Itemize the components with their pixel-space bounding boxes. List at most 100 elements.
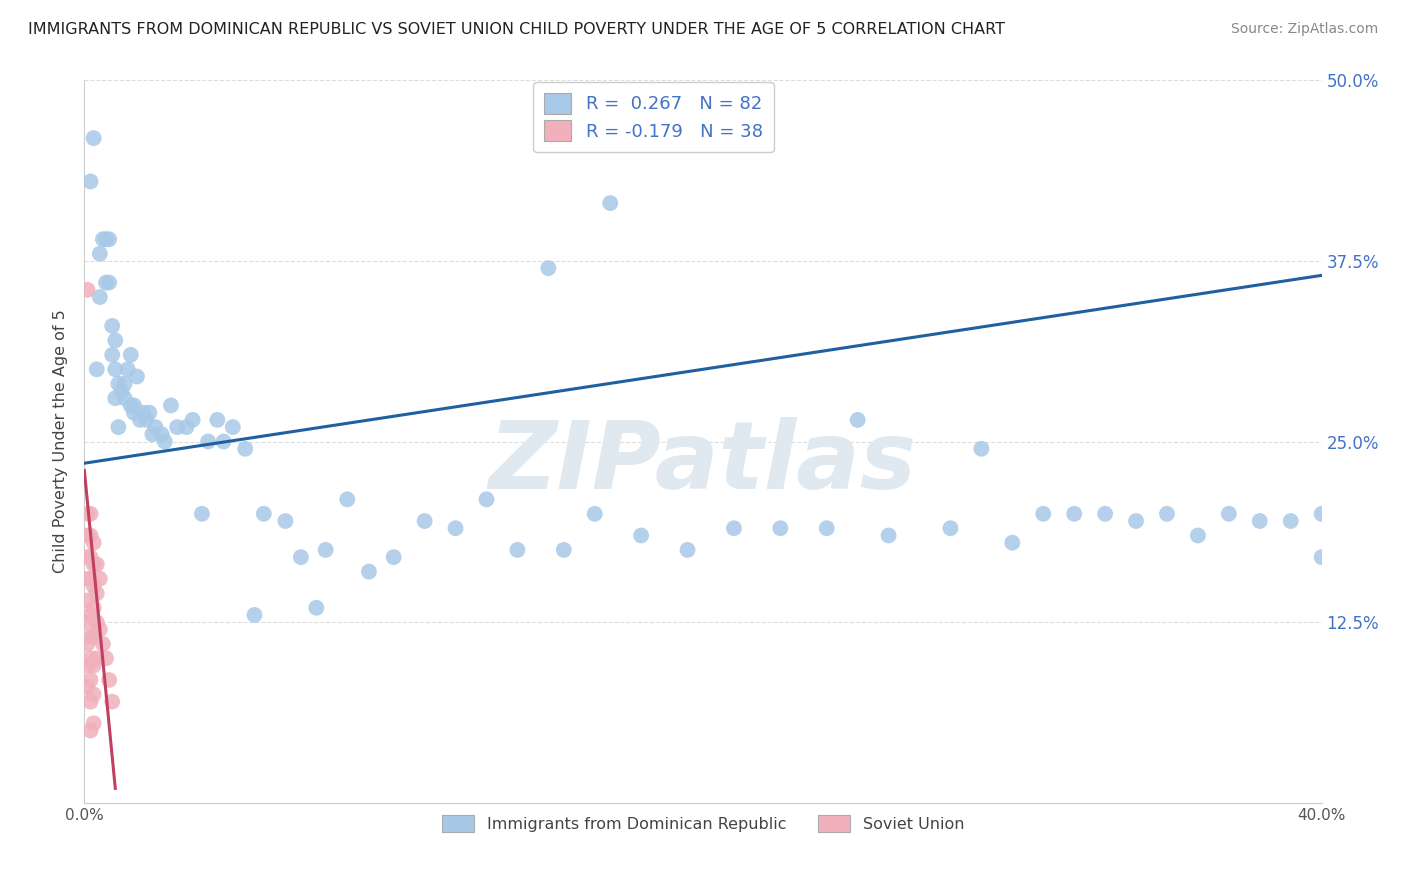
Point	[94, 232, 117, 246]
Point	[583, 507, 606, 521]
Point	[86, 651, 108, 665]
Point	[1001, 535, 1024, 549]
Y-axis label: Child Poverty Under the Age of 5: Child Poverty Under the Age of 5	[53, 310, 69, 574]
Point	[104, 334, 127, 348]
Point	[89, 290, 111, 304]
Point	[357, 565, 380, 579]
Point	[176, 420, 198, 434]
Point	[1310, 550, 1333, 565]
Point	[76, 283, 98, 297]
Point	[79, 507, 101, 521]
Point	[79, 695, 101, 709]
Point	[336, 492, 359, 507]
Point	[83, 535, 105, 549]
Legend: Immigrants from Dominican Republic, Soviet Union: Immigrants from Dominican Republic, Sovi…	[436, 809, 970, 838]
Point	[76, 550, 98, 565]
Point	[76, 507, 98, 521]
Point	[76, 528, 98, 542]
Point	[79, 607, 101, 622]
Point	[125, 369, 148, 384]
Point	[89, 623, 111, 637]
Point	[599, 196, 621, 211]
Point	[233, 442, 256, 456]
Point	[107, 376, 129, 391]
Point	[1125, 514, 1147, 528]
Point	[138, 406, 160, 420]
Point	[79, 630, 101, 644]
Text: IMMIGRANTS FROM DOMINICAN REPUBLIC VS SOVIET UNION CHILD POVERTY UNDER THE AGE O: IMMIGRANTS FROM DOMINICAN REPUBLIC VS SO…	[28, 22, 1005, 37]
Point	[86, 362, 108, 376]
Point	[506, 542, 529, 557]
Point	[222, 420, 245, 434]
Point	[253, 507, 276, 521]
Point	[290, 550, 312, 565]
Point	[166, 420, 188, 434]
Point	[76, 572, 98, 586]
Point	[145, 420, 167, 434]
Point	[475, 492, 498, 507]
Point	[86, 615, 108, 630]
Point	[129, 413, 152, 427]
Point	[846, 413, 869, 427]
Point	[104, 362, 127, 376]
Point	[101, 318, 124, 333]
Point	[83, 131, 105, 145]
Point	[122, 398, 145, 412]
Point	[83, 716, 105, 731]
Point	[76, 593, 98, 607]
Point	[83, 687, 105, 701]
Point	[939, 521, 962, 535]
Point	[1187, 528, 1209, 542]
Point	[382, 550, 405, 565]
Text: Source: ZipAtlas.com: Source: ZipAtlas.com	[1230, 22, 1378, 37]
Point	[444, 521, 467, 535]
Point	[274, 514, 297, 528]
Point	[91, 637, 114, 651]
Point	[101, 348, 124, 362]
Point	[98, 276, 121, 290]
Point	[1279, 514, 1302, 528]
Point	[1156, 507, 1178, 521]
Point	[120, 398, 142, 412]
Point	[1218, 507, 1240, 521]
Point	[769, 521, 792, 535]
Point	[98, 232, 121, 246]
Point	[79, 528, 101, 542]
Point	[1063, 507, 1085, 521]
Point	[315, 542, 337, 557]
Point	[83, 579, 105, 593]
Point	[91, 232, 114, 246]
Point	[79, 174, 101, 188]
Point	[676, 542, 699, 557]
Point	[413, 514, 436, 528]
Point	[76, 615, 98, 630]
Point	[181, 413, 204, 427]
Point	[83, 658, 105, 673]
Point	[104, 391, 127, 405]
Point	[76, 658, 98, 673]
Point	[79, 550, 101, 565]
Point	[1310, 507, 1333, 521]
Point	[212, 434, 235, 449]
Point	[1032, 507, 1054, 521]
Point	[76, 680, 98, 694]
Point	[1249, 514, 1271, 528]
Point	[207, 413, 229, 427]
Point	[117, 362, 139, 376]
Point	[305, 600, 328, 615]
Point	[141, 427, 163, 442]
Point	[83, 630, 105, 644]
Point	[83, 558, 105, 572]
Point	[94, 276, 117, 290]
Point	[120, 348, 142, 362]
Point	[89, 246, 111, 260]
Text: ZIPatlas: ZIPatlas	[489, 417, 917, 509]
Point	[153, 434, 176, 449]
Point	[98, 673, 121, 687]
Point	[107, 420, 129, 434]
Point	[76, 637, 98, 651]
Point	[191, 507, 214, 521]
Point	[79, 572, 101, 586]
Point	[79, 651, 101, 665]
Point	[160, 398, 183, 412]
